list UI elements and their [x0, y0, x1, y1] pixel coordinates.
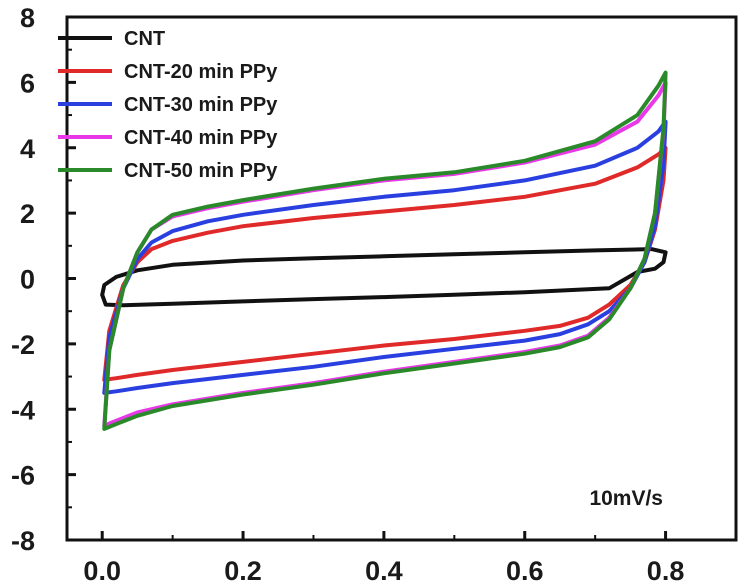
legend-label: CNT-40 min PPy [124, 127, 278, 149]
legend-label: CNT-30 min PPy [124, 94, 278, 116]
x-tick-label: 0.8 [647, 556, 685, 586]
y-tick-label: 0 [20, 265, 35, 295]
legend-label: CNT-50 min PPy [124, 160, 278, 182]
y-tick-label: 6 [20, 68, 35, 98]
series-line-3 [102, 119, 668, 395]
y-tick-label: 4 [20, 134, 35, 164]
x-tick-label: 0.4 [365, 556, 403, 586]
series-group [100, 70, 668, 431]
y-tick-label: -2 [11, 330, 35, 360]
scan-rate-annotation: 10mV/s [589, 487, 663, 510]
x-tick-label: 0.6 [506, 556, 544, 586]
legend-label: CNT-20 min PPy [124, 61, 278, 83]
x-tick-label: 0.0 [83, 556, 121, 586]
legend-label: CNT [124, 28, 165, 50]
axes-group: 0.0 0.2 0.4 0.6 0.8 8 6 4 2 0 -2 -4 -6 -8 [11, 3, 684, 586]
x-tick-label: 0.2 [224, 556, 262, 586]
y-tick-label: -4 [11, 395, 35, 425]
y-tick-label: 8 [20, 3, 35, 33]
series-line-1 [100, 247, 668, 308]
series-line-5 [102, 70, 668, 431]
legend: CNT CNT-20 min PPy CNT-30 min PPy CNT-40 mi… [58, 28, 278, 182]
y-tick-label: -8 [11, 526, 35, 556]
y-tick-label: -6 [11, 461, 35, 491]
y-tick-label: 2 [20, 199, 35, 229]
